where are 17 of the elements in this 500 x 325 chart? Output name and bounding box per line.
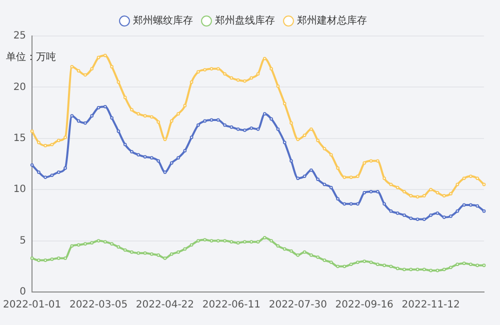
y-tick-label: 15 <box>13 132 26 144</box>
y-tick-label: 10 <box>13 184 26 196</box>
x-tick-label: 2022-06-11 <box>202 300 261 311</box>
legend-label: 郑州建材总库存 <box>297 14 367 27</box>
y-tick-label: 20 <box>13 82 26 93</box>
x-tick-label: 2022-09-16 <box>335 300 394 311</box>
y-axis-title: 单位：万吨 <box>6 50 56 64</box>
x-tick-label: 2022-03-05 <box>69 300 128 311</box>
x-tick-label: 2022-11-12 <box>402 300 460 311</box>
y-tick-label: 25 <box>13 30 26 42</box>
x-tick-label: 2022-01-01 <box>2 300 62 311</box>
y-tick-label: 5 <box>20 235 26 246</box>
legend-label: 郑州螺纹库存 <box>133 14 193 27</box>
x-tick-label: 2022-04-22 <box>136 300 194 311</box>
y-tick-label: 0 <box>20 286 26 298</box>
x-tick-label: 2022-07-30 <box>268 300 327 311</box>
legend-label: 郑州盘线库存 <box>215 14 275 27</box>
